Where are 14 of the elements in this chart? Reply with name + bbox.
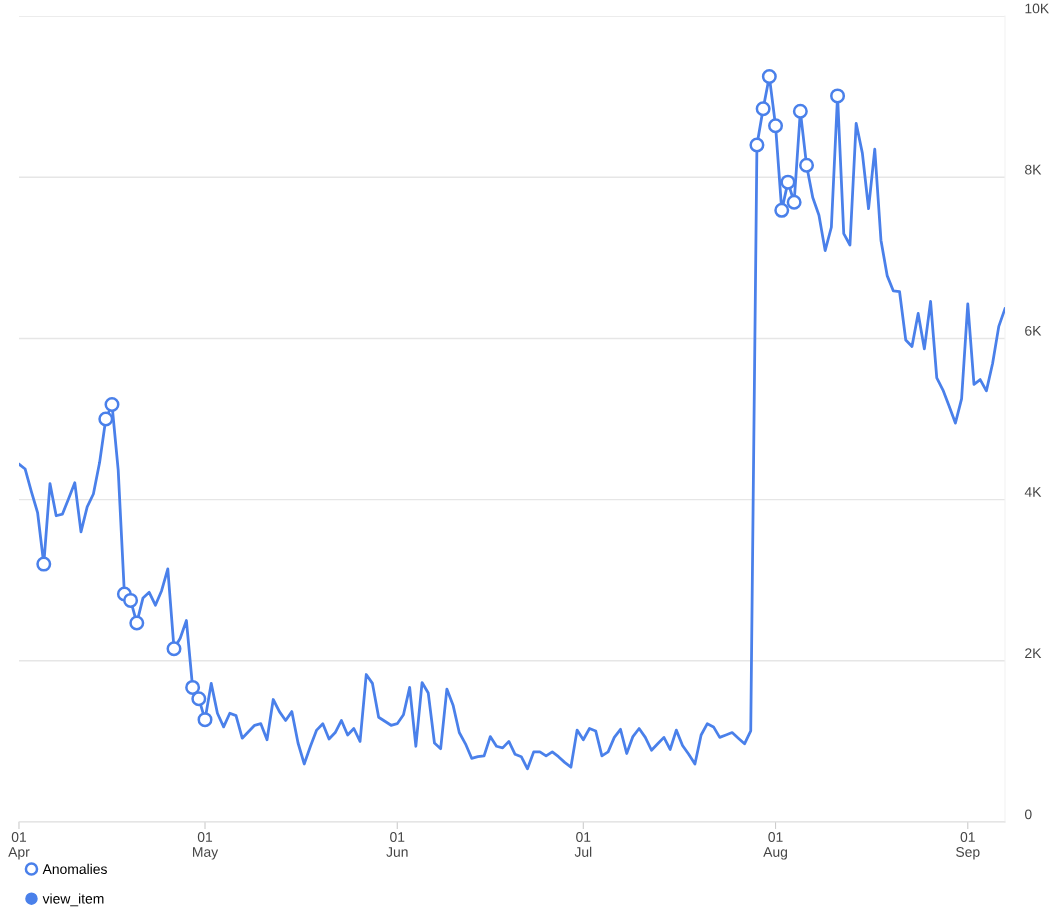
y-tick-label: 4K [1024, 487, 1042, 497]
y-tick-label: 0 [1024, 809, 1032, 820]
y-tick-label: 10K [1025, 3, 1049, 14]
x-tick-label: 01 Apr [8, 832, 30, 860]
y-tick-label: 6K [1025, 325, 1042, 336]
y-tick-label: 2K [1025, 648, 1042, 658]
x-tick-label: 01 Aug [763, 832, 787, 860]
x-tick-label: 01 Jun [386, 832, 408, 857]
legend-label: view_item [42, 893, 104, 907]
x-tick-label: 01 Jul [574, 832, 592, 857]
legend-label: Anomalies [42, 863, 107, 875]
x-tick-label: 01 Sep [956, 832, 980, 860]
y-tick-label: 8K [1025, 164, 1042, 175]
x-tick-label: 01 May [193, 832, 219, 860]
